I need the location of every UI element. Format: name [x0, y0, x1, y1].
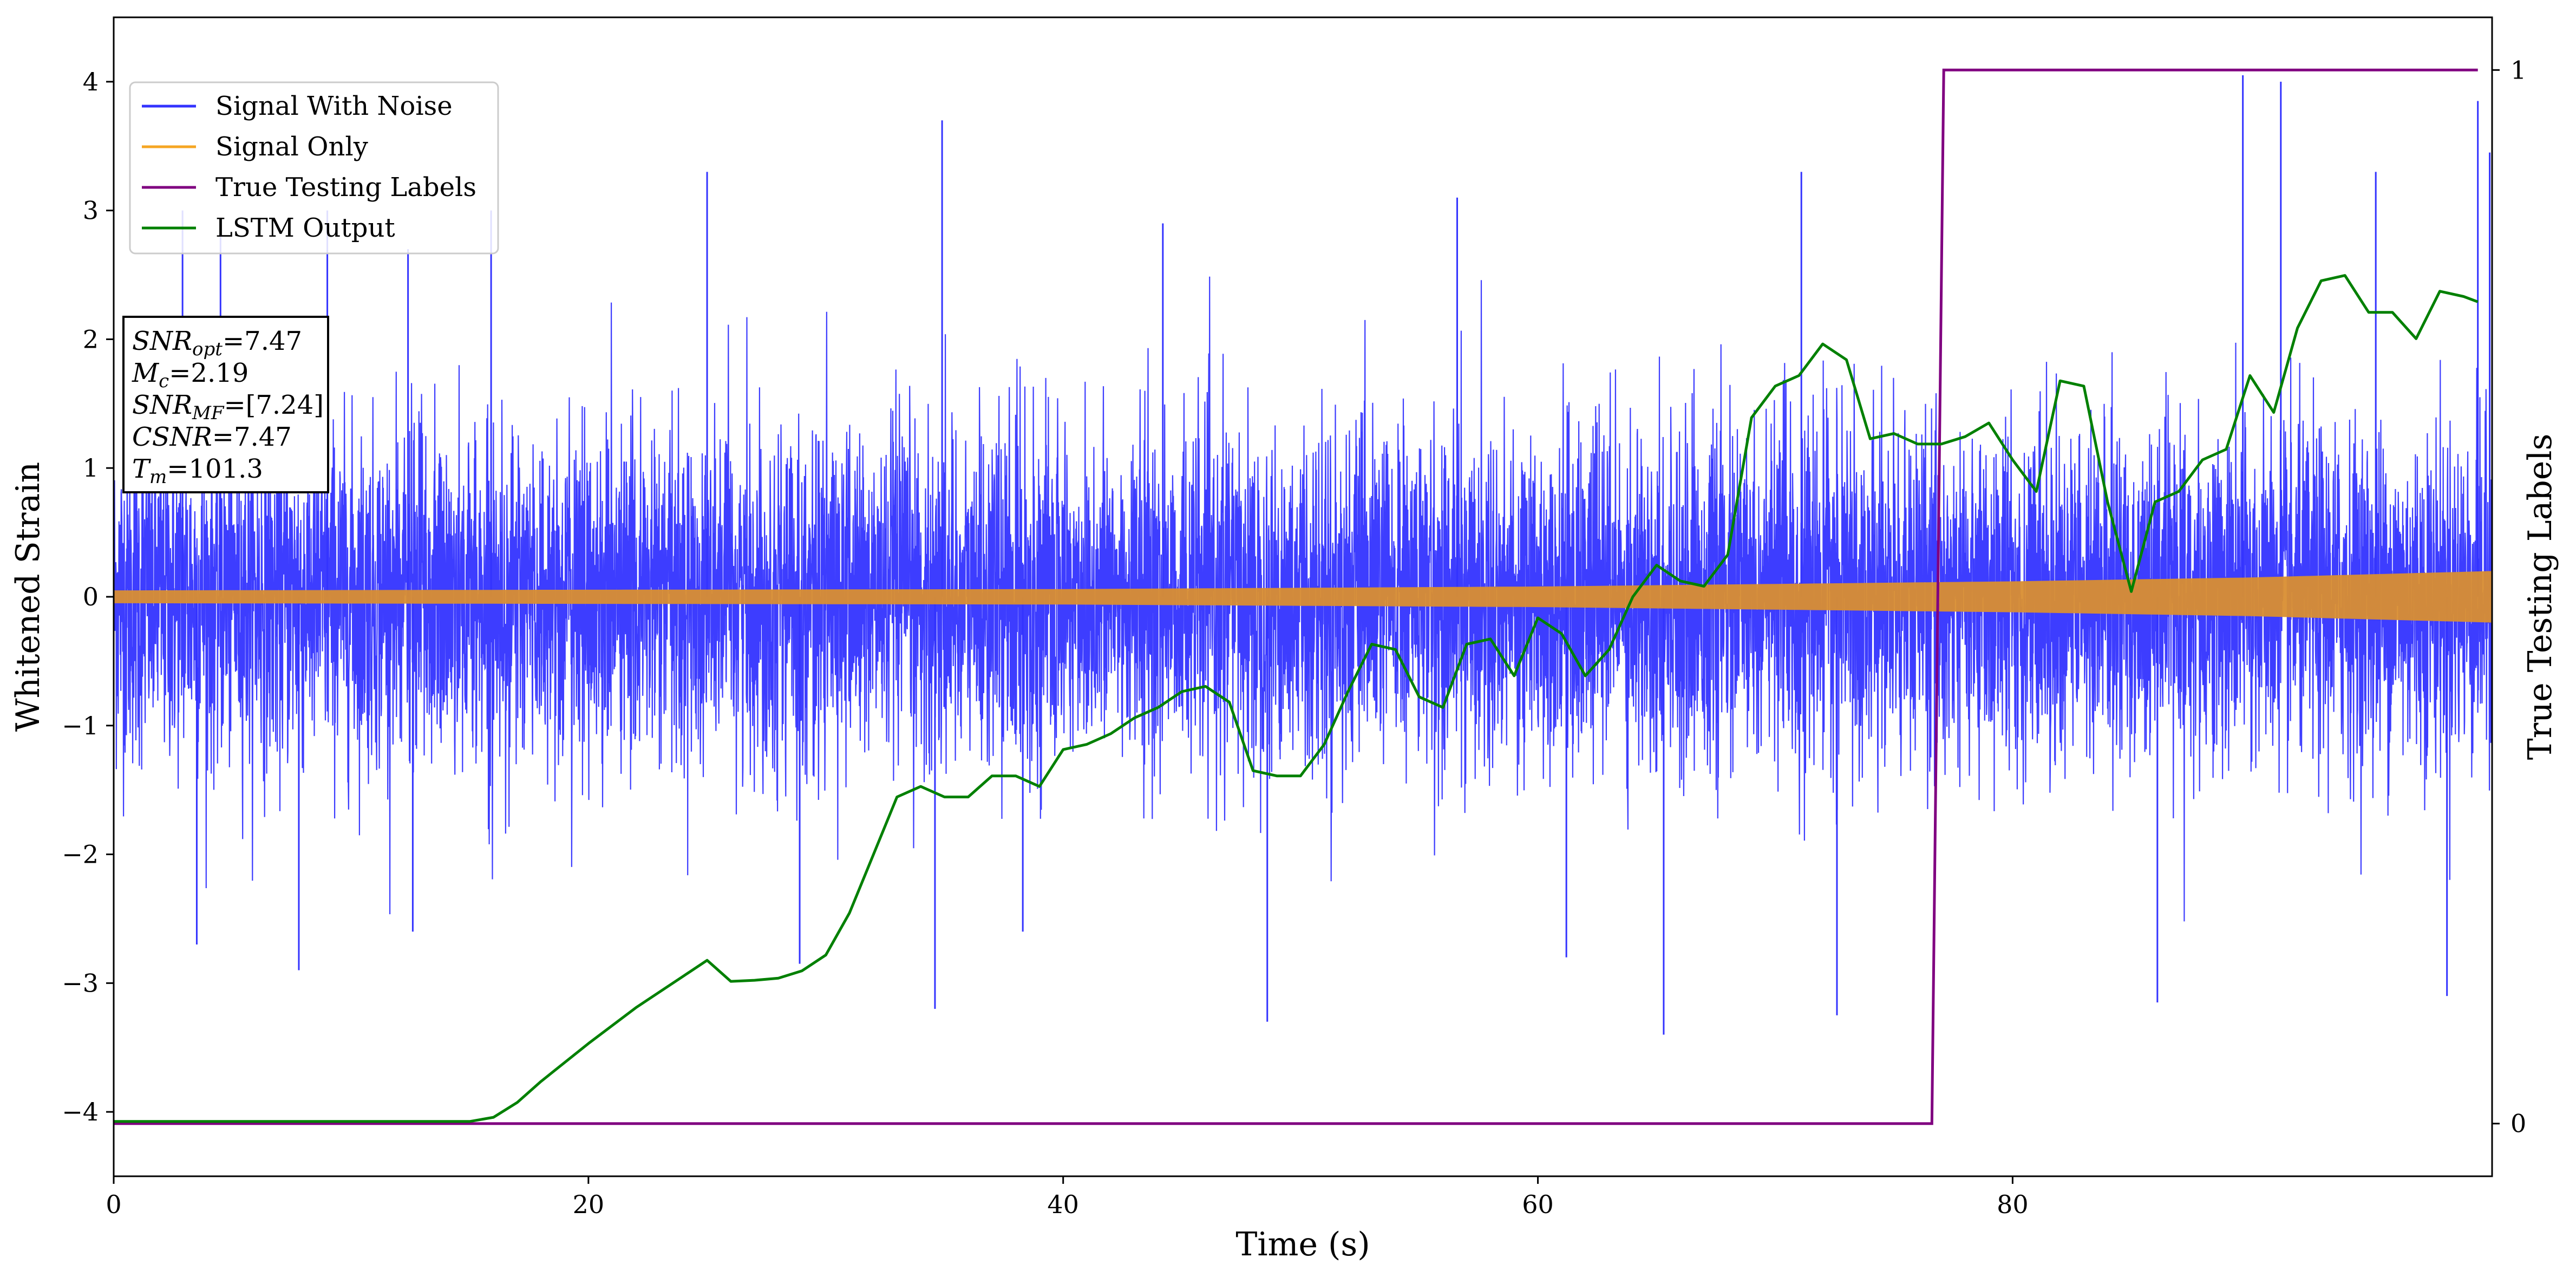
- parameter-annotation-box: SNRopt=7.47 Mc=2.19 SNRMF=[7.24] CSNR=7.…: [122, 316, 329, 493]
- y-tick-label: 2: [83, 324, 99, 354]
- lstm-output-series: [114, 274, 2479, 1123]
- x-tick-label: 80: [1997, 1190, 2029, 1219]
- annotation-snr-opt: SNRopt=7.47: [132, 326, 302, 360]
- y-axis-label: Whitened Strain: [9, 462, 47, 732]
- y-tick-label: −3: [62, 968, 99, 998]
- x-tick-label: 40: [1047, 1190, 1079, 1219]
- signal-only-band: [114, 571, 2492, 623]
- y-right-axis-ticks: 01: [2492, 55, 2526, 1138]
- y-right-tick-label: 0: [2510, 1109, 2526, 1138]
- annotation-frame: [122, 316, 329, 493]
- x-tick-label: 20: [573, 1190, 605, 1219]
- y-tick-label: 3: [83, 196, 99, 225]
- legend-label-signal-only: Signal Only: [215, 132, 368, 162]
- true-testing-labels-series: [114, 68, 2478, 1125]
- legend: Signal With Noise Signal Only True Testi…: [129, 81, 499, 255]
- legend-box: [129, 81, 499, 255]
- noise-trace: [114, 276, 2492, 922]
- y-tick-label: −2: [62, 840, 99, 869]
- y-tick-label: 4: [83, 67, 99, 96]
- y-tick-label: −4: [62, 1097, 99, 1126]
- annotation-chirp-mass: Mc=2.19: [132, 358, 249, 392]
- signal-only-series: [114, 571, 2492, 623]
- true-testing-labels-line: [114, 68, 2478, 1125]
- y-tick-label: 0: [83, 582, 99, 611]
- y-right-axis-label: True Testing Labels: [2521, 434, 2559, 760]
- signal-with-noise-series: [114, 75, 2492, 1035]
- legend-label-signal-with-noise: Signal With Noise: [215, 91, 453, 121]
- y-right-tick-label: 1: [2510, 55, 2526, 84]
- legend-label-true-testing-labels: True Testing Labels: [215, 172, 476, 203]
- x-tick-label: 60: [1522, 1190, 1554, 1219]
- lstm-output-line: [114, 274, 2479, 1123]
- x-tick-label: 0: [106, 1190, 121, 1219]
- y-tick-label: 1: [83, 453, 99, 483]
- x-axis-label: Time (s): [1235, 1226, 1370, 1263]
- annotation-csnr: CSNR=7.47: [132, 422, 292, 452]
- legend-label-lstm-output: LSTM Output: [215, 213, 395, 243]
- annotation-snr-mf: SNRMF=[7.24]: [132, 390, 324, 424]
- x-axis-ticks: 0 20 40 60 80: [106, 1176, 2029, 1219]
- y-axis-ticks: −4 −3 −2 −1 0 1 2 3 4: [62, 67, 114, 1126]
- annotation-merger-time: Tm=101.3: [132, 454, 263, 488]
- y-tick-label: −1: [62, 711, 99, 740]
